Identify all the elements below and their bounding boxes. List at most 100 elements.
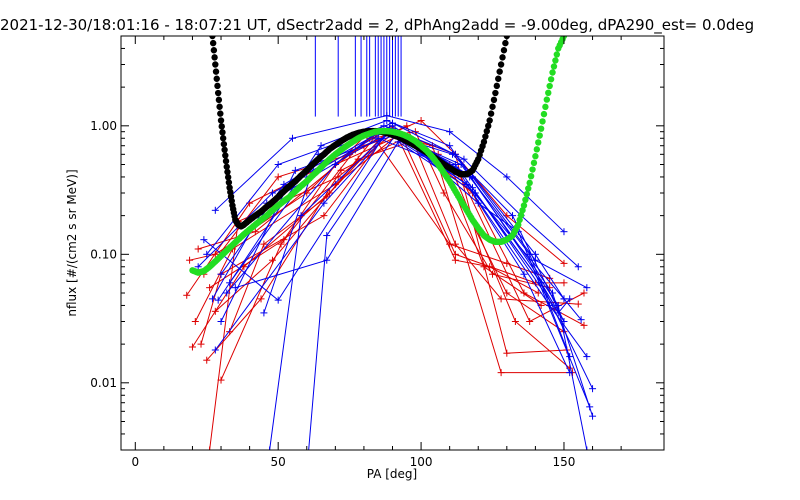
curve-dot xyxy=(527,172,535,180)
curve-dot xyxy=(519,207,526,214)
curve-dot xyxy=(492,89,499,97)
blue-series-line xyxy=(214,115,565,233)
data-point xyxy=(320,212,328,220)
curve-dot xyxy=(218,123,225,130)
curve-dot xyxy=(520,202,528,209)
data-point xyxy=(277,240,285,248)
curve-dot xyxy=(212,61,219,68)
x-tick-label: 50 xyxy=(271,455,286,469)
curve-dot xyxy=(224,174,232,181)
data-point xyxy=(274,296,282,304)
curve-dot xyxy=(482,133,489,140)
data-point xyxy=(383,116,391,124)
data-point xyxy=(497,369,505,377)
curve-dot xyxy=(547,76,555,83)
red-series-line xyxy=(209,131,567,450)
curve-dot xyxy=(219,129,226,136)
data-point xyxy=(320,199,328,207)
data-point xyxy=(451,256,459,264)
data-point xyxy=(214,296,222,304)
data-point xyxy=(191,318,199,326)
x-tick-label: 100 xyxy=(410,455,433,469)
chart-title: 2021-12-30/18:01:16 - 18:07:21 UT, dSect… xyxy=(0,16,755,34)
x-axis-label: PA [deg] xyxy=(367,467,417,481)
curve-dot xyxy=(542,103,549,111)
data-point xyxy=(560,228,568,236)
curve-dot xyxy=(216,103,223,110)
curve-dot xyxy=(215,96,223,104)
curve-dot xyxy=(209,36,216,40)
curve-dot xyxy=(213,75,220,82)
data-point xyxy=(537,279,545,287)
data-point xyxy=(203,250,211,258)
data-point xyxy=(334,173,342,181)
axes: 0 50 100 150 1.00 0.10 0.01 xyxy=(90,35,664,469)
curve-dot xyxy=(539,118,546,125)
data-point xyxy=(589,412,597,420)
curve-dot xyxy=(535,139,542,146)
curve-dot xyxy=(489,103,496,110)
data-point xyxy=(446,240,454,248)
data-point xyxy=(583,284,591,292)
data-point xyxy=(520,289,528,297)
curve-dot xyxy=(486,117,493,124)
data-point xyxy=(526,318,534,326)
data-point xyxy=(323,232,331,240)
curve-dot xyxy=(552,57,559,64)
curve-dot xyxy=(210,47,218,54)
curve-dot xyxy=(543,96,551,103)
data-point xyxy=(471,189,479,197)
curve-dot xyxy=(523,190,531,198)
data-point xyxy=(451,160,459,168)
data-point xyxy=(577,316,585,324)
curve-dot xyxy=(545,89,552,97)
data-point xyxy=(446,128,454,136)
curve-dot xyxy=(517,211,525,219)
curve-dot xyxy=(550,63,558,70)
curve-dot xyxy=(540,110,548,118)
data-point xyxy=(417,116,425,124)
curve-dot xyxy=(224,168,231,176)
data-point xyxy=(520,270,528,278)
data-point xyxy=(574,263,582,271)
data-point xyxy=(266,446,274,450)
blue-series-line xyxy=(263,125,571,357)
data-point xyxy=(317,142,325,150)
curve-dot xyxy=(214,89,222,97)
curve-dot xyxy=(500,47,508,54)
curve-dot xyxy=(214,82,221,90)
curve-dot xyxy=(529,166,536,173)
data-point xyxy=(583,353,591,361)
data-point xyxy=(583,446,591,450)
curve-dot xyxy=(225,179,233,186)
curve-dot xyxy=(217,110,224,117)
curve-dot xyxy=(209,39,217,47)
data-point xyxy=(203,356,211,364)
data-point xyxy=(554,301,562,309)
y-tick-label: 1.00 xyxy=(90,119,117,133)
curve-dot xyxy=(525,185,532,192)
curve-dot xyxy=(487,110,495,117)
data-point xyxy=(297,212,305,220)
data-point xyxy=(446,142,454,150)
data-point xyxy=(260,309,268,317)
data-point xyxy=(226,328,234,336)
data-point xyxy=(211,206,219,214)
data-point xyxy=(503,289,511,297)
data-point xyxy=(268,189,276,197)
data-point xyxy=(211,250,219,258)
data-point xyxy=(274,160,282,168)
data-point xyxy=(223,289,231,297)
data-point xyxy=(580,321,588,329)
data-point xyxy=(291,166,299,174)
curve-dot xyxy=(211,54,218,61)
blue-series-line xyxy=(226,128,571,314)
data-point xyxy=(574,300,582,308)
y-tick-label: 0.10 xyxy=(90,247,117,261)
data-point xyxy=(580,289,588,297)
curve-dot xyxy=(530,159,538,167)
data-point xyxy=(554,309,562,317)
curve-dot xyxy=(219,135,227,142)
curve-dot xyxy=(533,146,541,153)
data-point xyxy=(206,284,214,292)
